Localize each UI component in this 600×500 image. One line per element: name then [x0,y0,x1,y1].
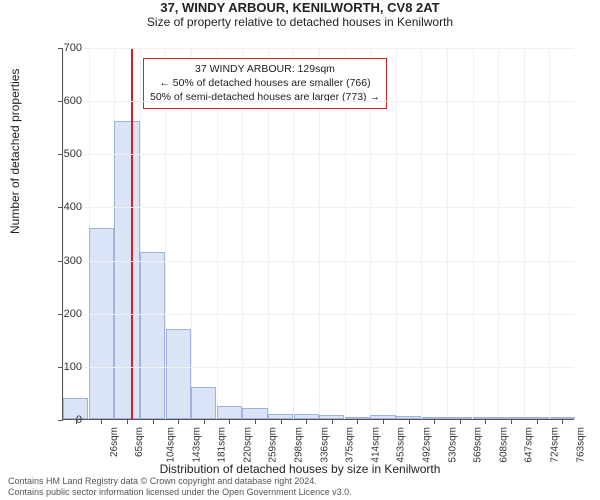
footer-attribution: Contains HM Land Registry data © Crown c… [8,476,352,499]
xtick-mark [281,419,282,424]
plot-region: 37 WINDY ARBOUR: 129sqm← 50% of detached… [62,48,574,420]
xtick-label: 763sqm [575,427,586,463]
ytick-label: 400 [42,201,82,213]
xtick-mark [562,419,563,424]
gridline-h [63,207,574,208]
xtick-label: 414sqm [370,427,381,463]
ytick-label: 500 [42,148,82,160]
ytick-label: 700 [42,42,82,54]
xtick-label: 647sqm [524,427,535,463]
xtick-mark [101,419,102,424]
xtick-label: 608sqm [498,427,509,463]
xtick-label: 143sqm [191,427,202,463]
xtick-mark [255,419,256,424]
xtick-mark [127,419,128,424]
ytick-label: 200 [42,308,82,320]
annotation-line: 37 WINDY ARBOUR: 129sqm [150,62,380,76]
gridline-h [63,101,574,102]
footer-line-1: Contains HM Land Registry data © Crown c… [8,476,352,487]
histogram-bar [217,406,242,419]
xtick-mark [537,419,538,424]
chart-area: 37 WINDY ARBOUR: 129sqm← 50% of detached… [62,48,574,420]
xtick-mark [485,419,486,424]
xtick-label: 569sqm [473,427,484,463]
xtick-label: 724sqm [550,427,561,463]
xtick-mark [409,419,410,424]
xtick-mark [332,419,333,424]
xtick-label: 259sqm [268,427,279,463]
histogram-bar [242,408,267,419]
xtick-mark [383,419,384,424]
ytick-label: 100 [42,361,82,373]
ytick-label: 300 [42,255,82,267]
xtick-mark [434,419,435,424]
xtick-label: 453sqm [396,427,407,463]
xtick-mark [460,419,461,424]
xtick-mark [511,419,512,424]
xtick-mark [204,419,205,424]
xtick-label: 104sqm [166,427,177,463]
xtick-mark [153,419,154,424]
histogram-bar [140,252,165,419]
gridline-h [63,314,574,315]
footer-line-2: Contains public sector information licen… [8,487,352,498]
xtick-label: 492sqm [422,427,433,463]
y-axis-label: Number of detached properties [8,69,22,234]
histogram-bar [114,121,139,419]
gridline-h [63,48,574,49]
xtick-mark [306,419,307,424]
xtick-mark [229,419,230,424]
xtick-mark [178,419,179,424]
xtick-label: 530sqm [447,427,458,463]
ytick-label: 0 [42,414,82,426]
chart-title: 37, WINDY ARBOUR, KENILWORTH, CV8 2AT [0,0,600,15]
chart-subtitle: Size of property relative to detached ho… [0,15,600,29]
xtick-label: 336sqm [319,427,330,463]
xtick-label: 298sqm [294,427,305,463]
xtick-label: 220sqm [242,427,253,463]
histogram-bar [89,228,114,419]
annotation-line: 50% of semi-detached houses are larger (… [150,90,380,104]
x-axis-label: Distribution of detached houses by size … [0,462,600,476]
histogram-bar [166,329,191,419]
reference-line [131,48,133,419]
chart-titles: 37, WINDY ARBOUR, KENILWORTH, CV8 2AT Si… [0,0,600,29]
xtick-label: 181sqm [217,427,228,463]
gridline-h [63,367,574,368]
xtick-label: 26sqm [109,427,120,457]
xtick-label: 375sqm [345,427,356,463]
histogram-bar [191,387,216,419]
xtick-mark [357,419,358,424]
annotation-line: ← 50% of detached houses are smaller (76… [150,76,380,90]
gridline-h [63,154,574,155]
gridline-h [63,261,574,262]
xtick-label: 65sqm [134,427,145,457]
ytick-label: 600 [42,95,82,107]
